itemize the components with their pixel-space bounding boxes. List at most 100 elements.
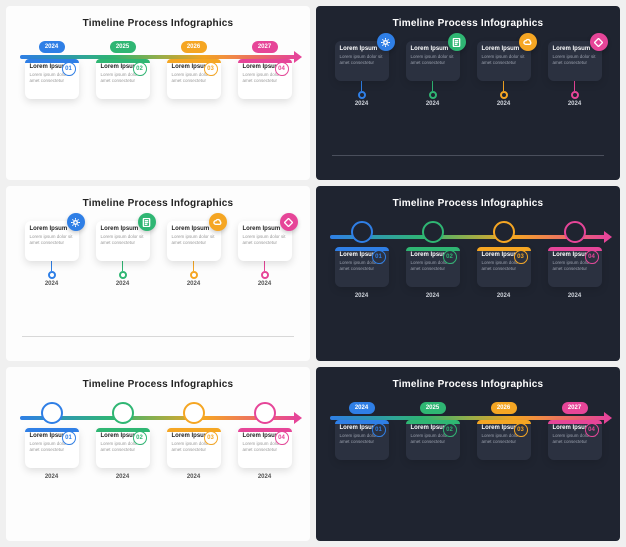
timeline-item: 2026 03 Lorem Ipsum Lorem ipsum dolor si… xyxy=(474,402,534,460)
card-body: Lorem ipsum dolor sit amet consectetur xyxy=(482,54,526,66)
year-label: 2024 xyxy=(426,101,439,107)
timeline-item: 2027 04 Lorem Ipsum Lorem ipsum dolor si… xyxy=(545,402,605,460)
step-badge: 01 xyxy=(62,62,76,76)
info-card: 02 Lorem Ipsum Lorem ipsum dolor sit ame… xyxy=(406,420,460,460)
panel-p5: Timeline Process Infographics 01 Lorem I… xyxy=(6,367,310,541)
card-heading: Lorem Ipsum xyxy=(172,226,216,232)
connector-pin xyxy=(264,261,265,271)
timeline-item: 03 Lorem Ipsum Lorem ipsum dolor sit ame… xyxy=(164,402,224,480)
step-badge: 02 xyxy=(443,423,457,437)
panel-title: Timeline Process Infographics xyxy=(16,18,300,29)
card-body: Lorem ipsum dolor sit amet consectetur xyxy=(172,234,216,246)
connector-dot xyxy=(500,91,508,99)
step-badge: 03 xyxy=(514,250,528,264)
panel-p6: Timeline Process Infographics 2024 01 Lo… xyxy=(316,367,620,541)
cloud-icon xyxy=(183,402,205,424)
step-badge: 01 xyxy=(372,250,386,264)
panel-title: Timeline Process Infographics xyxy=(326,379,610,390)
info-card: 04 Lorem Ipsum Lorem ipsum dolor sit ame… xyxy=(548,420,602,460)
timeline-item: Lorem Ipsum Lorem ipsum dolor sit amet c… xyxy=(235,221,295,287)
year-label: 2024 xyxy=(258,474,271,480)
timeline-item: Lorem Ipsum Lorem ipsum dolor sit amet c… xyxy=(332,41,392,107)
info-card: Lorem Ipsum Lorem ipsum dolor sit amet c… xyxy=(335,41,389,81)
year-pill: 2026 xyxy=(491,402,517,414)
gear-icon xyxy=(377,33,395,51)
connector-dot xyxy=(358,91,366,99)
card-body: Lorem ipsum dolor sit amet consectetur xyxy=(101,234,145,246)
info-card: 01 Lorem Ipsum Lorem ipsum dolor sit ame… xyxy=(335,247,389,287)
year-label: 2024 xyxy=(116,281,129,287)
step-badge: 01 xyxy=(372,423,386,437)
timeline-item: Lorem Ipsum Lorem ipsum dolor sit amet c… xyxy=(22,221,82,287)
year-label: 2024 xyxy=(258,281,271,287)
info-card: Lorem Ipsum Lorem ipsum dolor sit amet c… xyxy=(96,221,150,261)
panel-p2: Timeline Process Infographics Lorem Ipsu… xyxy=(316,6,620,180)
timeline-item: 04 Lorem Ipsum Lorem ipsum dolor sit ame… xyxy=(235,402,295,480)
gear-icon xyxy=(41,402,63,424)
card-heading: Lorem Ipsum xyxy=(30,226,74,232)
year-label: 2024 xyxy=(497,101,510,107)
card-body: Lorem ipsum dolor sit amet consectetur xyxy=(30,234,74,246)
connector-pin xyxy=(122,261,123,271)
info-card: 03 Lorem Ipsum Lorem ipsum dolor sit ame… xyxy=(477,420,531,460)
step-badge: 03 xyxy=(204,62,218,76)
panel-title: Timeline Process Infographics xyxy=(326,18,610,29)
year-label: 2024 xyxy=(568,293,581,299)
year-label: 2024 xyxy=(497,293,510,299)
panel-p3: Timeline Process Infographics Lorem Ipsu… xyxy=(6,186,310,360)
year-label: 2024 xyxy=(116,474,129,480)
connector-dot xyxy=(429,91,437,99)
year-label: 2024 xyxy=(355,101,368,107)
gear-icon xyxy=(351,221,373,243)
diamond-icon xyxy=(590,33,608,51)
timeline-row: Lorem Ipsum Lorem ipsum dolor sit amet c… xyxy=(326,41,610,168)
card-body: Lorem ipsum dolor sit amet consectetur xyxy=(411,54,455,66)
info-card: Lorem Ipsum Lorem ipsum dolor sit amet c… xyxy=(406,41,460,81)
card-heading: Lorem Ipsum xyxy=(411,46,455,52)
cloud-icon xyxy=(209,213,227,231)
connector-dot xyxy=(571,91,579,99)
year-label: 2024 xyxy=(45,281,58,287)
step-badge: 04 xyxy=(275,62,289,76)
connector-dot xyxy=(190,271,198,279)
card-body: Lorem ipsum dolor sit amet consectetur xyxy=(340,54,384,66)
card-body: Lorem ipsum dolor sit amet consectetur xyxy=(553,54,597,66)
timeline-item: 2024 01 Lorem Ipsum Lorem ipsum dolor si… xyxy=(22,41,82,99)
timeline-row: 2024 01 Lorem Ipsum Lorem ipsum dolor si… xyxy=(326,402,610,529)
year-pill: 2027 xyxy=(562,402,588,414)
card-heading: Lorem Ipsum xyxy=(243,226,287,232)
timeline-row: 2024 01 Lorem Ipsum Lorem ipsum dolor si… xyxy=(16,41,300,168)
step-badge: 02 xyxy=(443,250,457,264)
connector-pin xyxy=(361,81,362,91)
card-heading: Lorem Ipsum xyxy=(340,46,384,52)
connector-pin xyxy=(193,261,194,271)
timeline-baseline xyxy=(332,155,604,156)
timeline-baseline xyxy=(22,336,294,337)
info-card: 01 Lorem Ipsum Lorem ipsum dolor sit ame… xyxy=(25,428,79,468)
info-card: Lorem Ipsum Lorem ipsum dolor sit amet c… xyxy=(25,221,79,261)
timeline-item: Lorem Ipsum Lorem ipsum dolor sit amet c… xyxy=(545,41,605,107)
connector-dot xyxy=(48,271,56,279)
info-card: 04 Lorem Ipsum Lorem ipsum dolor sit ame… xyxy=(548,247,602,287)
connector-pin xyxy=(574,81,575,91)
info-card: 03 Lorem Ipsum Lorem ipsum dolor sit ame… xyxy=(167,428,221,468)
diamond-icon xyxy=(280,213,298,231)
connector-dot xyxy=(119,271,127,279)
info-card: Lorem Ipsum Lorem ipsum dolor sit amet c… xyxy=(477,41,531,81)
card-body: Lorem ipsum dolor sit amet consectetur xyxy=(243,234,287,246)
info-card: 01 Lorem Ipsum Lorem ipsum dolor sit ame… xyxy=(25,59,79,99)
diamond-icon xyxy=(254,402,276,424)
step-badge: 03 xyxy=(514,423,528,437)
info-card: 02 Lorem Ipsum Lorem ipsum dolor sit ame… xyxy=(96,59,150,99)
doc-icon xyxy=(138,213,156,231)
step-badge: 04 xyxy=(275,431,289,445)
year-label: 2024 xyxy=(426,293,439,299)
cloud-icon xyxy=(493,221,515,243)
info-card: Lorem Ipsum Lorem ipsum dolor sit amet c… xyxy=(238,221,292,261)
timeline-item: 01 Lorem Ipsum Lorem ipsum dolor sit ame… xyxy=(332,221,392,299)
timeline-item: 03 Lorem Ipsum Lorem ipsum dolor sit ame… xyxy=(474,221,534,299)
year-pill: 2026 xyxy=(181,41,207,53)
timeline-item: Lorem Ipsum Lorem ipsum dolor sit amet c… xyxy=(403,41,463,107)
timeline-row: 01 Lorem Ipsum Lorem ipsum dolor sit ame… xyxy=(16,402,300,529)
panel-p4: Timeline Process Infographics 01 Lorem I… xyxy=(316,186,620,360)
